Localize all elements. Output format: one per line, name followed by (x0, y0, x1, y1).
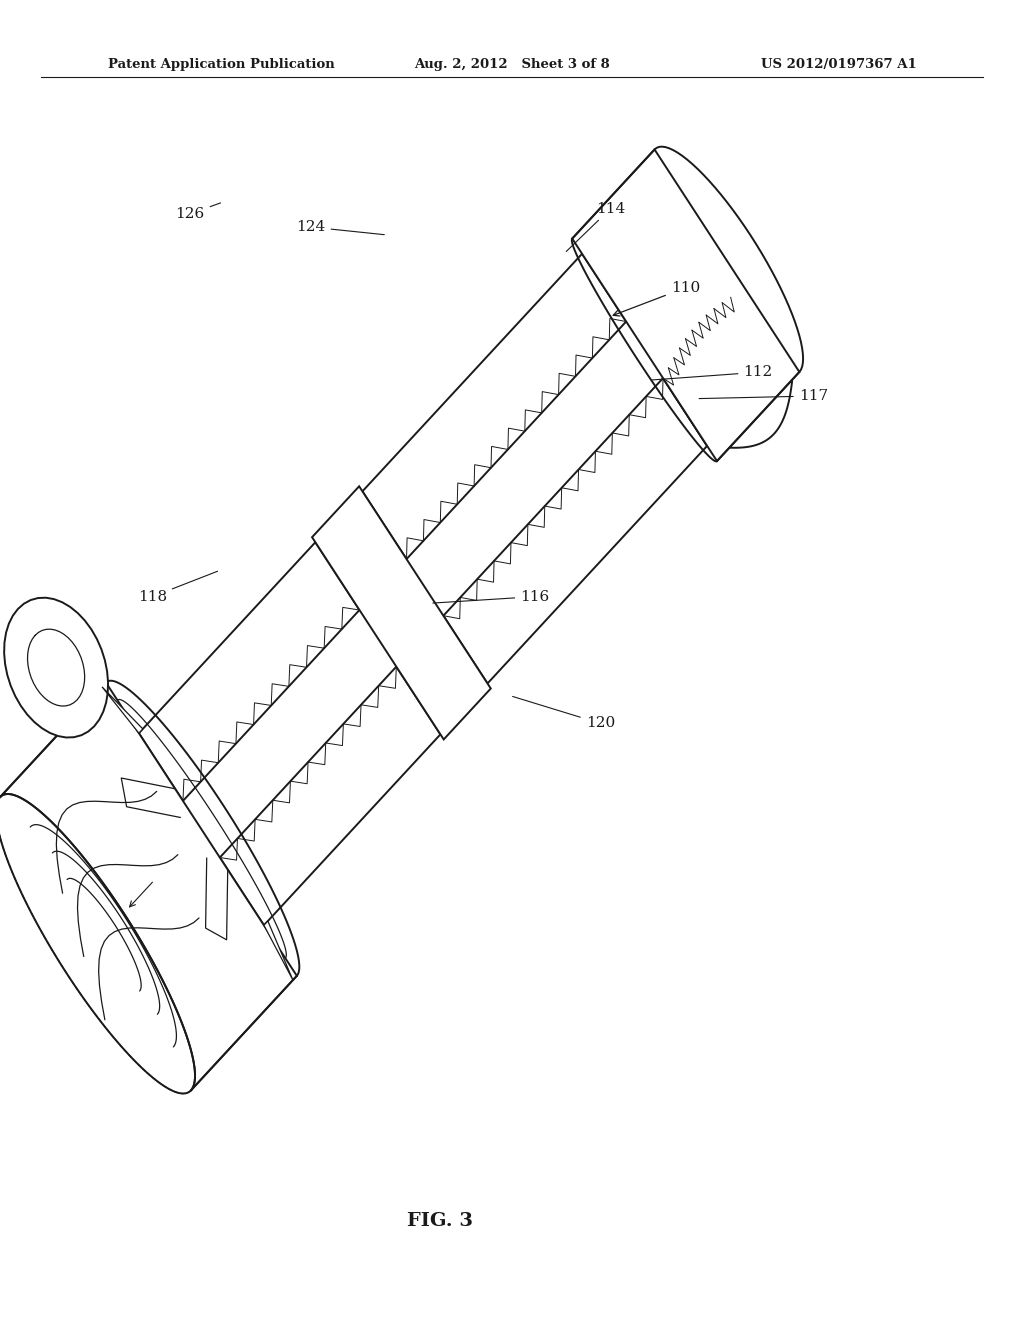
Text: 116: 116 (433, 590, 550, 603)
Text: Patent Application Publication: Patent Application Publication (108, 58, 334, 71)
Polygon shape (362, 253, 626, 560)
Polygon shape (312, 486, 490, 739)
Text: US 2012/0197367 A1: US 2012/0197367 A1 (761, 58, 916, 71)
Polygon shape (220, 667, 440, 925)
Polygon shape (663, 293, 793, 447)
Polygon shape (443, 378, 708, 684)
Polygon shape (0, 795, 195, 1093)
Text: 110: 110 (613, 281, 700, 315)
Polygon shape (139, 543, 359, 801)
Text: FIG. 3: FIG. 3 (408, 1212, 473, 1230)
Polygon shape (4, 598, 109, 738)
Polygon shape (13, 615, 98, 729)
Text: 118: 118 (138, 572, 217, 603)
Text: 117: 117 (699, 389, 827, 403)
Polygon shape (102, 686, 142, 733)
Polygon shape (264, 921, 293, 979)
Text: 126: 126 (175, 203, 220, 220)
Text: 120: 120 (513, 697, 615, 730)
Polygon shape (0, 682, 297, 1090)
Text: 124: 124 (296, 220, 384, 235)
Text: 114: 114 (566, 202, 626, 252)
Text: Aug. 2, 2012   Sheet 3 of 8: Aug. 2, 2012 Sheet 3 of 8 (414, 58, 610, 71)
Text: 112: 112 (652, 366, 773, 380)
Polygon shape (572, 149, 800, 461)
